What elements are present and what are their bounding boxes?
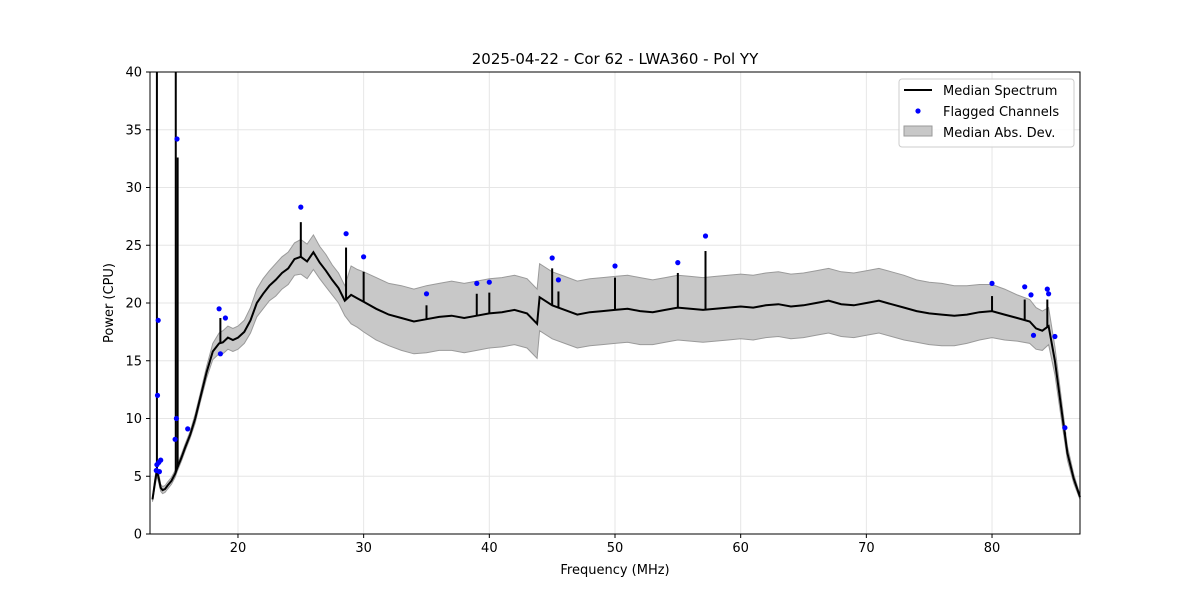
flagged-channel-point [298, 204, 304, 210]
flagged-channel-point [1022, 284, 1028, 290]
flagged-channel-point [216, 306, 222, 312]
y-axis-label: Power (CPU) [102, 263, 117, 343]
y-tick-label: 35 [125, 123, 142, 138]
y-tick-label: 40 [125, 66, 142, 81]
legend: Median Spectrum Flagged Channels Median … [898, 78, 1075, 148]
flagged-channel-point [474, 280, 480, 286]
flagged-channel-point [217, 351, 223, 357]
flagged-points [153, 136, 1068, 475]
y-tick-label: 25 [125, 239, 142, 254]
flagged-channel-point [549, 255, 555, 261]
x-tick-label: 80 [984, 541, 1001, 556]
flagged-channel-point [1052, 333, 1058, 340]
flagged-channel-point [555, 277, 562, 283]
flagged-channel-point [486, 279, 492, 285]
x-tick-label: 40 [481, 541, 498, 556]
y-tick-label: 15 [125, 354, 142, 369]
flagged-channel-point [158, 457, 164, 463]
flagged-channel-point [1030, 332, 1037, 338]
x-tick-label: 50 [607, 541, 624, 556]
x-axis-label: Frequency (MHz) [560, 563, 669, 578]
x-tick-label: 20 [230, 541, 247, 556]
flagged-channel-point [702, 233, 709, 239]
flagged-channel-point [222, 315, 228, 321]
flagged-channel-point [1044, 286, 1050, 292]
y-tick-label: 0 [134, 528, 142, 543]
flagged-channel-point [1028, 292, 1034, 298]
legend-mad-label: Median Abs. Dev. [943, 126, 1055, 141]
y-tick-label: 30 [125, 181, 142, 196]
flagged-channel-point [155, 317, 161, 323]
legend-median-label: Median Spectrum [943, 84, 1057, 99]
flagged-channel-point [612, 263, 618, 269]
legend-box [898, 78, 1075, 148]
flagged-channel-point [989, 280, 995, 286]
axis-ticks: 20 30 40 50 60 70 80 0 5 10 15 20 25 30 35 40 [125, 66, 1000, 557]
flagged-channel-point [172, 436, 178, 442]
legend-flagged-swatch [915, 108, 921, 114]
median-spectrum-line [151, 250, 1081, 500]
y-tick-label: 10 [125, 412, 142, 427]
flagged-channel-point [156, 469, 162, 475]
y-tick-label: 20 [125, 297, 142, 312]
flagged-channel-point [173, 415, 179, 422]
flagged-channel-point [185, 426, 191, 432]
flagged-channel-point [675, 260, 681, 266]
legend-flagged-label: Flagged Channels [943, 105, 1059, 120]
flagged-channel-point [154, 392, 161, 398]
flagged-channel-point [1046, 291, 1052, 297]
flagged-channel-point [423, 291, 430, 297]
x-tick-label: 30 [355, 541, 372, 556]
legend-mad-swatch [903, 125, 933, 137]
y-tick-label: 5 [134, 470, 142, 485]
x-tick-label: 60 [732, 541, 749, 556]
flagged-channel-point [1062, 425, 1068, 431]
flagged-channel-point [361, 254, 367, 260]
flagged-channel-point [174, 136, 180, 142]
median-line-group [151, 72, 1081, 500]
flagged-channel-point [343, 231, 349, 237]
x-tick-label: 70 [858, 541, 875, 556]
chart-title: 2025-04-22 - Cor 62 - LWA360 - Pol YY [472, 50, 759, 68]
